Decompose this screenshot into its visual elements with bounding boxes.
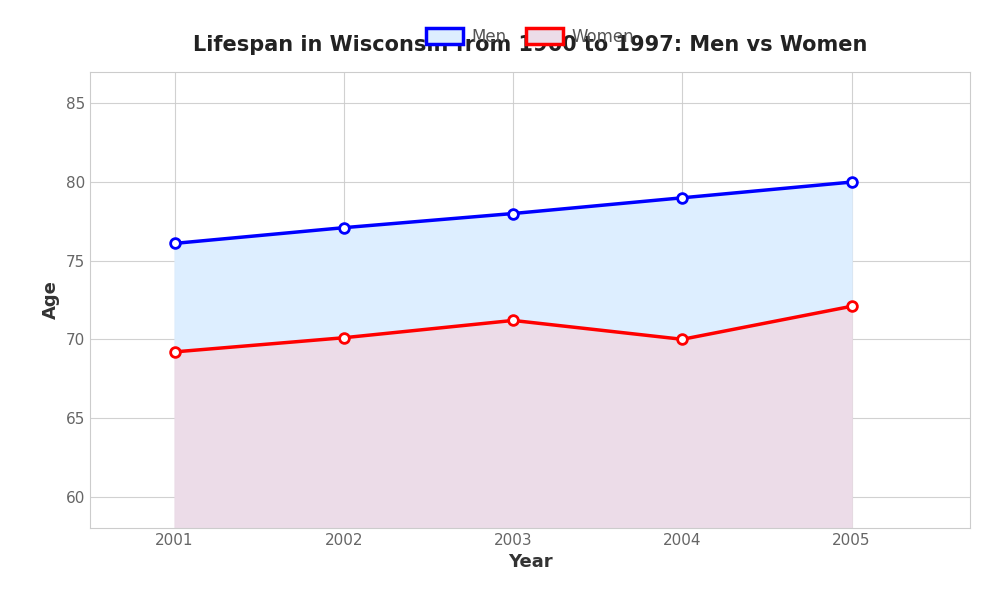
Title: Lifespan in Wisconsin from 1960 to 1997: Men vs Women: Lifespan in Wisconsin from 1960 to 1997:… (193, 35, 867, 55)
X-axis label: Year: Year (508, 553, 552, 571)
Y-axis label: Age: Age (42, 281, 60, 319)
Legend: Men, Women: Men, Women (419, 21, 641, 52)
